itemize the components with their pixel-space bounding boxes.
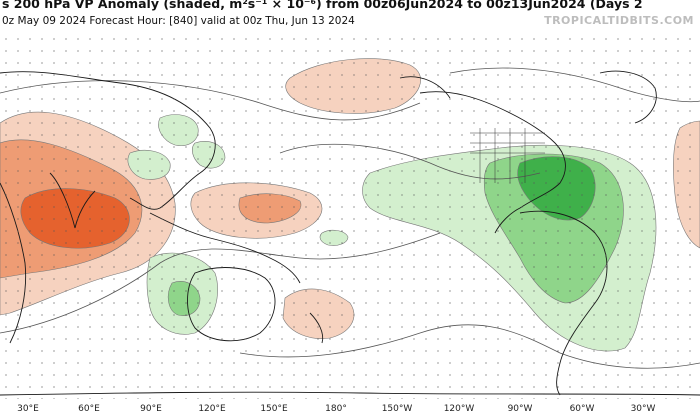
- lon-label: 30°W: [630, 404, 656, 414]
- lon-label: 150°E: [260, 404, 288, 414]
- lon-label: 120°E: [198, 404, 226, 414]
- stipple-overlay: [0, 33, 700, 399]
- lon-label: 30°E: [17, 404, 39, 414]
- vp-anomaly-map: [0, 33, 700, 399]
- lon-label: 90°E: [140, 404, 162, 414]
- lon-label: 150°W: [381, 404, 413, 414]
- title-bar: s 200 hPa VP Anomaly (shaded, m²s⁻¹ × 10…: [0, 0, 700, 32]
- map-subtitle: 0z May 09 2024 Forecast Hour: [840] vali…: [2, 15, 355, 27]
- lon-label: 60°W: [569, 404, 595, 414]
- lon-label: 90°W: [507, 404, 533, 414]
- map-title: s 200 hPa VP Anomaly (shaded, m²s⁻¹ × 10…: [2, 0, 643, 11]
- lon-label: 180°: [325, 404, 347, 414]
- brand-watermark: TROPICALTIDBITS.COM: [544, 14, 694, 27]
- longitude-axis: 30°E 60°E 90°E 120°E 150°E 180° 150°W 12…: [0, 399, 700, 420]
- lon-label: 60°E: [78, 404, 100, 414]
- lon-label: 120°W: [443, 404, 475, 414]
